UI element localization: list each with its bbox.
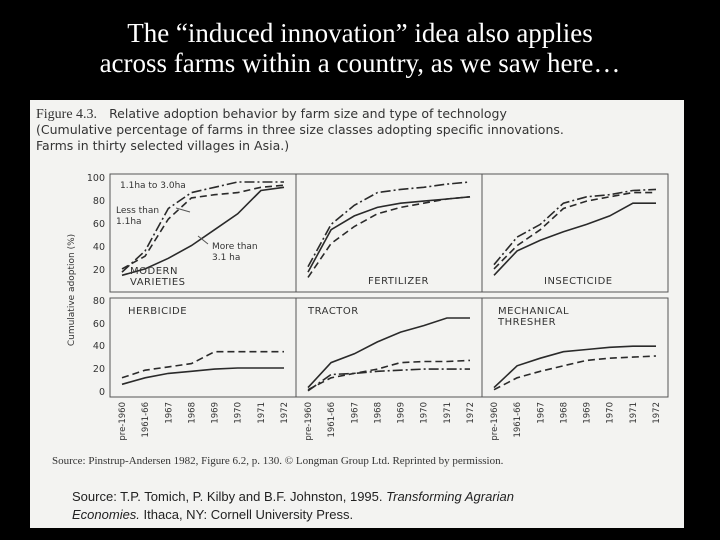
y-tick-label: 60: [93, 319, 105, 330]
panel-label: INSECTICIDE: [544, 276, 613, 287]
figure-caption-line-2: (Cumulative percentage of farms in three…: [36, 122, 564, 137]
y-tick-label: 80: [93, 196, 105, 207]
x-tick-label: 1969: [397, 402, 407, 424]
series-line: [307, 196, 471, 273]
series-line: [493, 188, 657, 266]
series-line: [307, 181, 471, 268]
x-tick-label: 1961-66: [327, 402, 337, 438]
series-line: [493, 191, 656, 270]
panel-label: VARIETIES: [130, 277, 185, 288]
x-tick-label: 1967: [164, 402, 174, 424]
x-tick-label: 1968: [559, 402, 569, 424]
citation-title-1: Transforming Agrarian: [386, 489, 515, 504]
x-tick-label: 1967: [350, 402, 360, 424]
slide-title: The “induced innovation” idea also appli…: [0, 18, 720, 78]
x-tick-label: pre-1960: [490, 402, 500, 441]
panel-label: MODERN: [130, 266, 178, 277]
series-annotation: 1.1ha to 3.0ha: [120, 181, 186, 191]
x-tick-label: 1961-66: [141, 402, 151, 438]
figure-caption-line-1: Figure 4.3. Relative adoption behavior by…: [36, 106, 507, 123]
figure-caption-title: Relative adoption behavior by farm size …: [109, 106, 507, 121]
series-line: [121, 181, 284, 273]
series-line: [307, 359, 471, 391]
y-tick-label: 20: [93, 265, 105, 276]
panel-frame: [481, 297, 669, 398]
y-tick-label: 40: [93, 242, 105, 253]
x-tick-label: 1968: [373, 402, 383, 424]
panel-frame: [481, 173, 669, 293]
citation-text-2: Ithaca, NY: Cornell University Press.: [143, 507, 354, 522]
x-tick-label: pre-1960: [304, 402, 314, 441]
panel-label: FERTILIZER: [368, 276, 429, 287]
slide-title-line-2: across farms within a country, as we saw…: [99, 48, 621, 78]
x-tick-label: 1971: [443, 402, 453, 424]
series-line: [307, 317, 470, 389]
panel-label: HERBICIDE: [128, 306, 187, 317]
y-tick-label: 60: [93, 219, 105, 230]
annotation-leader: [197, 235, 209, 245]
series-annotation: Less than: [116, 206, 159, 216]
panel-label: THRESHER: [497, 317, 556, 328]
x-tick-label: 1971: [629, 402, 639, 424]
y-tick-label: 0: [99, 387, 105, 398]
series-line: [121, 350, 284, 379]
series-line: [121, 184, 285, 270]
x-tick-label: 1971: [257, 402, 267, 424]
y-tick-label: 40: [93, 341, 105, 352]
x-tick-label: 1970: [420, 402, 430, 424]
x-tick-label: 1972: [280, 402, 290, 424]
y-axis-label: Cumulative adoption (%): [67, 234, 77, 346]
figure-source-note: Source: Pinstrup-Andersen 1982, Figure 6…: [52, 455, 504, 467]
x-tick-label: 1972: [466, 402, 476, 424]
scanned-figure: Figure 4.3. Relative adoption behavior by…: [30, 100, 684, 528]
figure-citation: Source: T.P. Tomich, P. Kilby and B.F. J…: [72, 488, 514, 524]
x-tick-label: 1967: [536, 402, 546, 424]
x-tick-label: 1969: [211, 402, 221, 424]
series-annotation: 3.1 ha: [212, 253, 240, 263]
series-line: [307, 368, 470, 392]
y-tick-label: 100: [87, 173, 105, 184]
series-line: [121, 367, 284, 386]
citation-title-2: Economies.: [72, 507, 140, 522]
x-tick-label: 1968: [187, 402, 197, 424]
series-annotation: More than: [212, 242, 258, 252]
x-tick-label: 1969: [583, 402, 593, 424]
panel-label: TRACTOR: [307, 306, 359, 317]
series-annotation: 1.1ha: [116, 217, 142, 227]
figure-caption-line-3: Farms in thirty selected villages in Asi…: [36, 138, 290, 153]
series-line: [493, 345, 656, 389]
figure-number: Figure 4.3.: [36, 107, 98, 122]
x-tick-label: pre-1960: [118, 402, 128, 441]
series-line: [493, 202, 656, 276]
x-tick-label: 1970: [234, 402, 244, 424]
series-line: [307, 196, 471, 278]
x-tick-label: 1970: [606, 402, 616, 424]
series-line: [493, 355, 657, 391]
x-tick-label: 1972: [652, 402, 662, 424]
y-tick-label: 20: [93, 364, 105, 375]
citation-text-1: Source: T.P. Tomich, P. Kilby and B.F. J…: [72, 489, 383, 504]
annotation-leader: [175, 207, 191, 213]
panel-label: MECHANICAL: [498, 306, 569, 317]
x-tick-label: 1961-66: [513, 402, 523, 438]
series-line: [121, 186, 285, 277]
y-tick-label: 80: [93, 296, 105, 307]
slide-title-line-1: The “induced innovation” idea also appli…: [127, 18, 593, 48]
